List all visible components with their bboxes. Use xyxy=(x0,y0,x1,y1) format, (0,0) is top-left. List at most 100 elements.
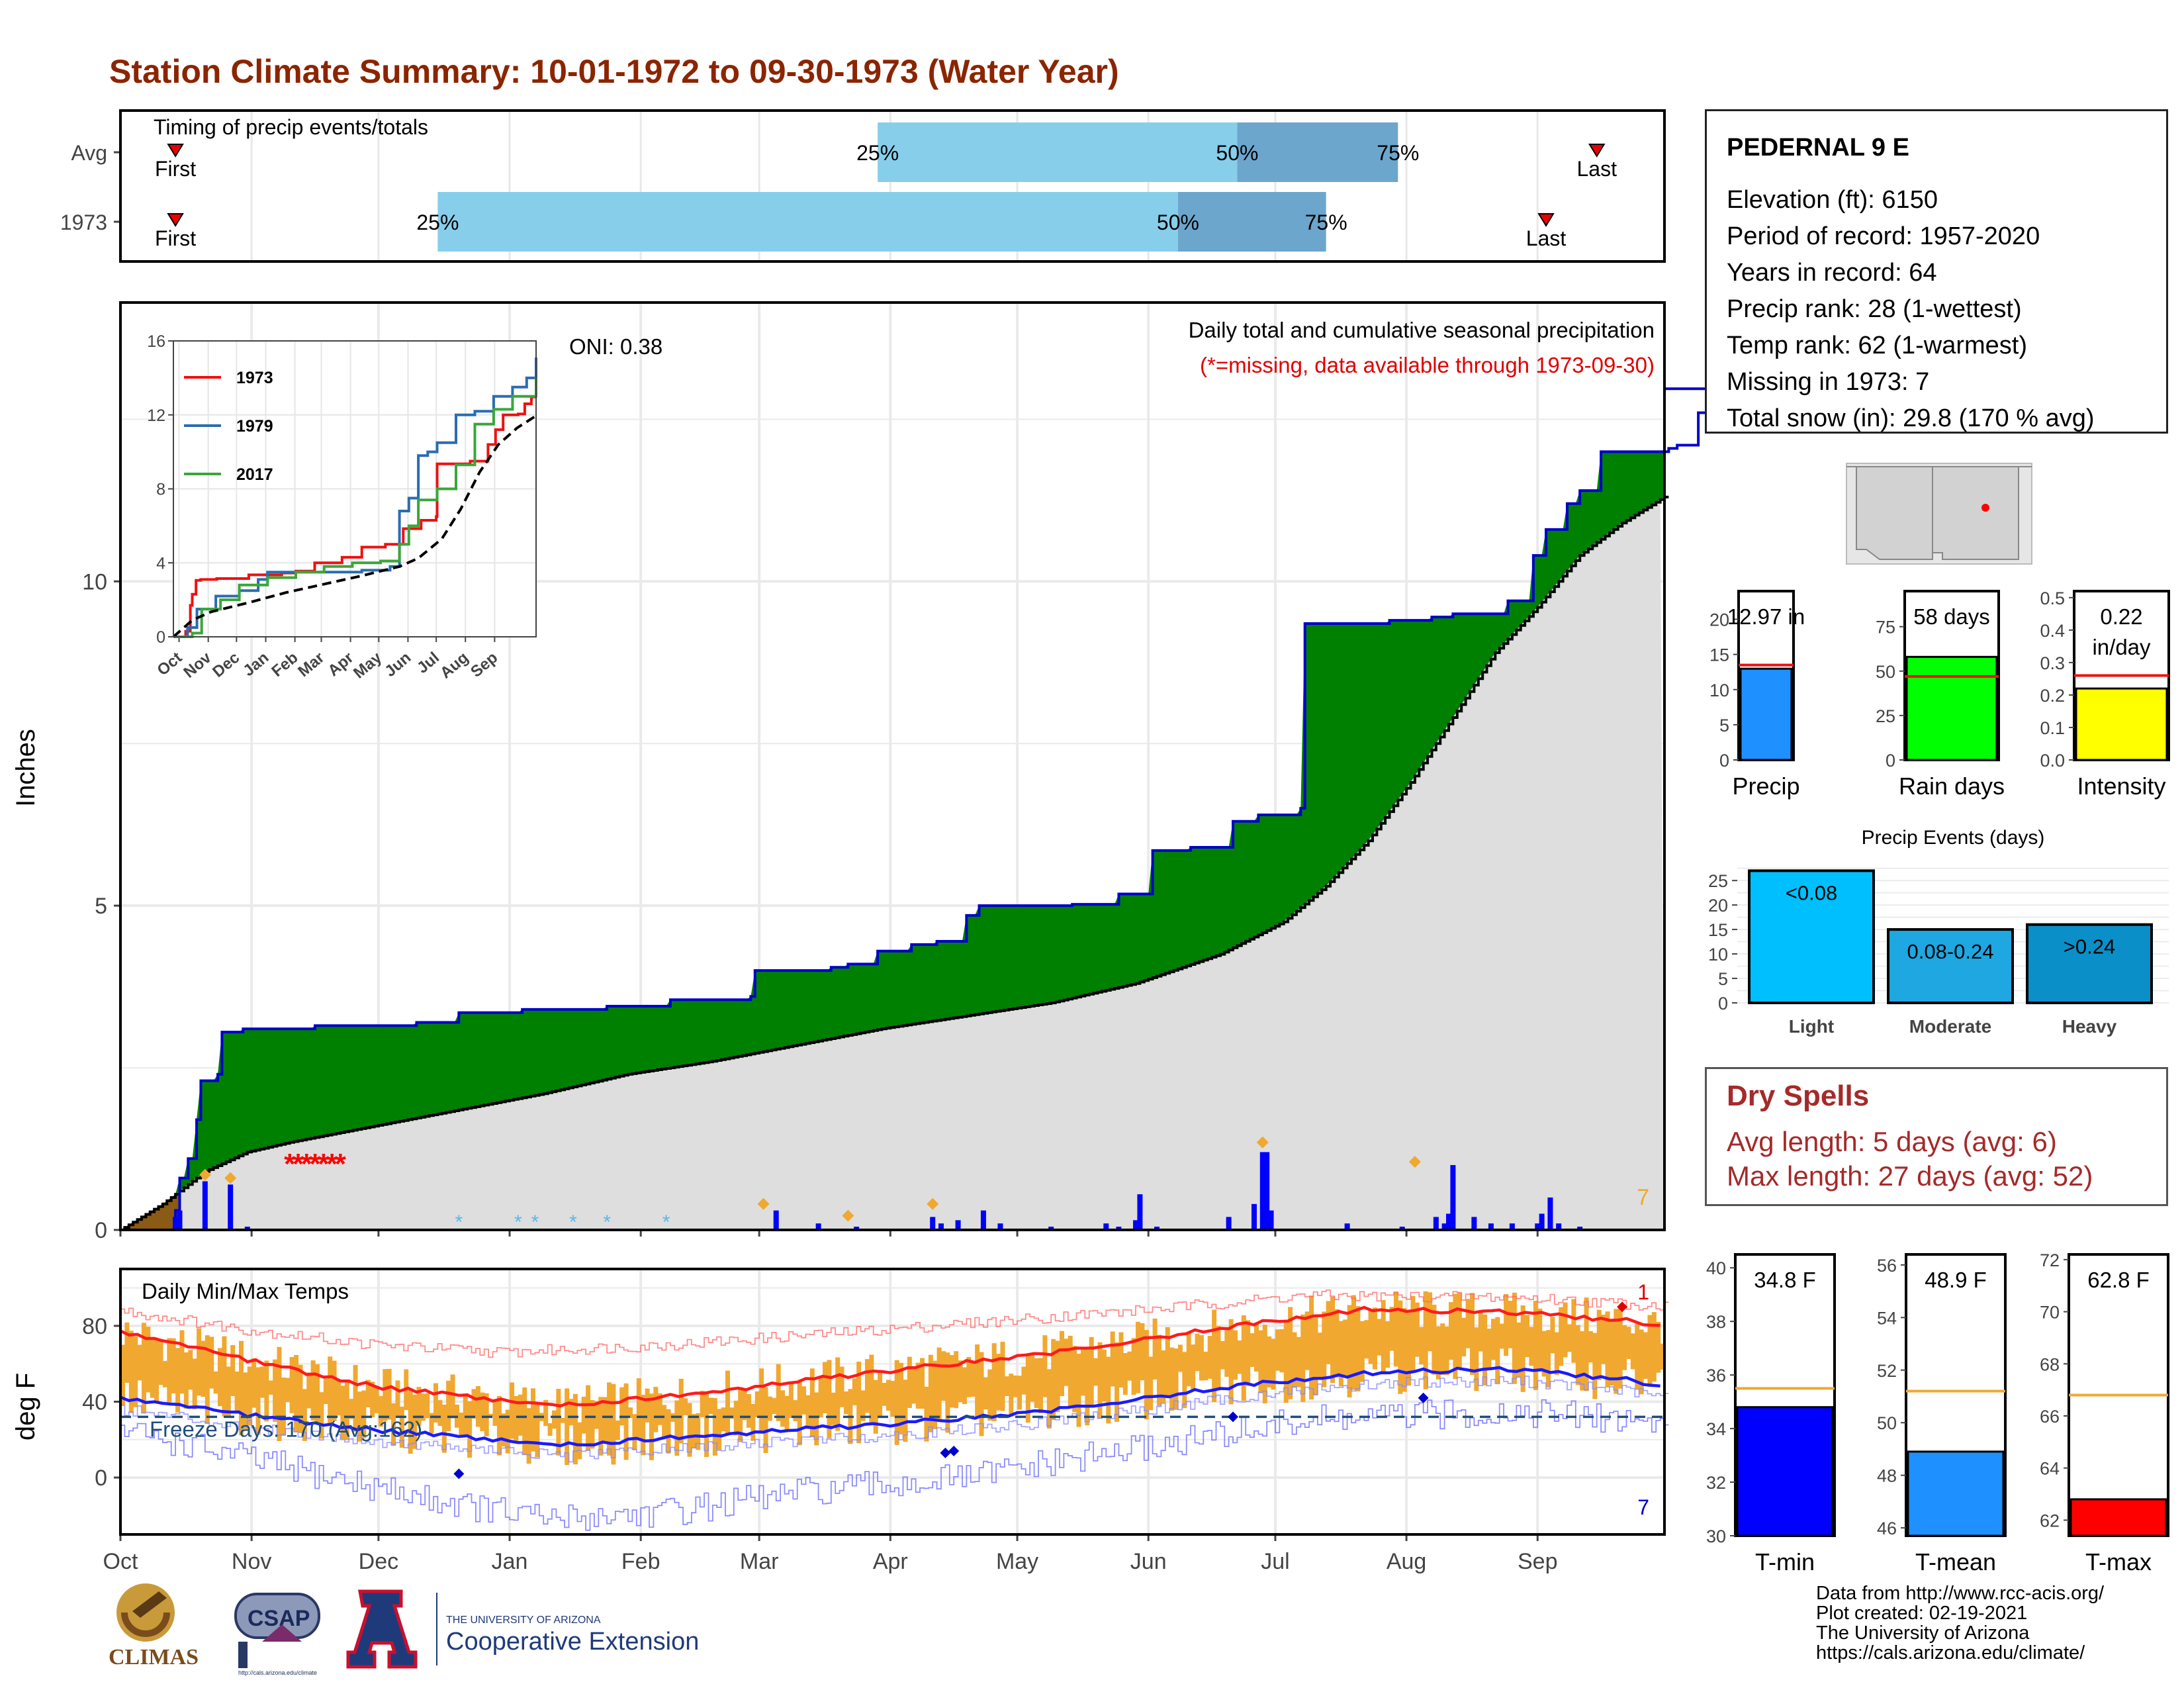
daily-temp-bar xyxy=(183,1352,189,1409)
daily-temp-bar xyxy=(1173,1348,1179,1410)
daily-temp-bar xyxy=(852,1378,857,1405)
daily-temp-bar xyxy=(636,1378,641,1440)
daily-temp-bar xyxy=(996,1354,1001,1411)
daily-temp-bar xyxy=(1567,1324,1572,1352)
first-event-marker xyxy=(167,144,184,158)
daily-temp-bar xyxy=(678,1378,684,1444)
daily-temp-bar xyxy=(788,1382,794,1419)
daily-temp-bar xyxy=(1656,1321,1661,1373)
daily-temp-bar xyxy=(1499,1323,1504,1349)
daily-temp-bar xyxy=(264,1360,269,1422)
daily-temp-bar xyxy=(1347,1305,1352,1398)
timeline-row-label: Avg xyxy=(71,141,107,165)
daily-temp-bar xyxy=(1614,1309,1619,1394)
first-event-label: First xyxy=(155,157,196,181)
mini-chart-category-label: Rain days xyxy=(1899,773,2005,800)
daily-temp-bar xyxy=(1504,1294,1509,1356)
daily-precip-bar xyxy=(1433,1217,1439,1230)
daily-temp-bar xyxy=(1575,1325,1580,1385)
daily-temp-bar xyxy=(501,1413,506,1447)
month-axis-label: May xyxy=(996,1549,1038,1574)
daily-temp-bar xyxy=(1004,1376,1009,1396)
daily-temp-bar xyxy=(1351,1295,1356,1390)
avg-max-temp-line xyxy=(120,1305,1661,1408)
mini-chart-value-label: 62.8 F xyxy=(2087,1268,2150,1292)
daily-temp-bar xyxy=(1161,1350,1166,1403)
daily-temp-bar xyxy=(864,1359,870,1413)
daily-precip-bar xyxy=(1264,1152,1270,1230)
map-new-mexico xyxy=(1932,466,2019,560)
daily-temp-bar xyxy=(543,1399,549,1427)
daily-temp-bar xyxy=(1469,1293,1475,1375)
daily-temp-bar xyxy=(433,1383,438,1423)
page-title: Station Climate Summary: 10-01-1972 to 0… xyxy=(109,53,1119,90)
record-min-line xyxy=(120,1399,1669,1531)
daily-temp-bar xyxy=(1275,1329,1280,1371)
month-axis-label: Oct xyxy=(103,1549,138,1574)
timeline-pct-label: 50% xyxy=(1216,141,1258,165)
daily-precip-bar xyxy=(1268,1210,1274,1230)
daily-temp-bar xyxy=(328,1356,333,1423)
daily-temp-bar xyxy=(467,1401,473,1458)
daily-temp-bar xyxy=(420,1393,426,1421)
daily-temp-bar xyxy=(1322,1311,1327,1387)
mini-chart-category-label: T-max xyxy=(2085,1548,2152,1575)
station-name: PEDERNAL 9 E xyxy=(1727,134,1909,162)
daily-temp-bar xyxy=(1085,1348,1090,1426)
daily-temp-bar xyxy=(383,1369,388,1421)
daily-temp-bar xyxy=(1013,1375,1018,1397)
daily-temp-bar xyxy=(602,1397,608,1442)
inset-legend-label: 1973 xyxy=(236,369,273,387)
daily-temp-bar xyxy=(277,1346,282,1442)
inset-ytick-label: 0 xyxy=(156,628,165,647)
daily-precip-bar xyxy=(228,1184,234,1230)
daily-temp-bar xyxy=(1580,1331,1585,1391)
credit-university: The University of Arizona xyxy=(1816,1622,2030,1644)
daily-precip-bar xyxy=(1450,1165,1456,1230)
daily-temp-bar xyxy=(1051,1338,1056,1420)
daily-temp-bar xyxy=(983,1377,988,1410)
mini-chart-ytick-label: 38 xyxy=(1706,1312,1726,1332)
daily-temp-bar xyxy=(1461,1317,1467,1357)
missing-day-marker: * xyxy=(326,1148,338,1180)
mini-chart-bar xyxy=(1905,655,1998,761)
daily-temp-bar xyxy=(1326,1301,1331,1364)
daily-temp-bar xyxy=(391,1403,396,1446)
ua-logo: THE UNIVERSITY OF ARIZONA Cooperative Ex… xyxy=(346,1589,699,1669)
mini-chart-ytick-label: 75 xyxy=(1876,618,1895,637)
freeze-days-label: Freeze Days: 170 (Avg:162) xyxy=(150,1417,422,1441)
daily-temp-bar xyxy=(1453,1293,1458,1380)
daily-temp-bar xyxy=(704,1391,709,1458)
precip-ytick-label: 5 xyxy=(95,894,107,919)
daily-precip-bar xyxy=(930,1217,936,1230)
record-low-marker xyxy=(948,1445,960,1456)
daily-temp-bar xyxy=(1457,1293,1462,1368)
daily-temp-bar xyxy=(1592,1333,1598,1399)
missing-day-marker: * xyxy=(293,1148,304,1180)
daily-temp-bar xyxy=(310,1360,316,1421)
daily-temp-bar xyxy=(1474,1327,1479,1391)
daily-temp-bar xyxy=(894,1360,899,1445)
mini-chart-value-label: 34.8 F xyxy=(1754,1268,1816,1292)
daily-temp-bar xyxy=(395,1380,400,1417)
daily-temp-bar xyxy=(255,1367,261,1435)
inset-series-1979 xyxy=(173,357,537,638)
daily-temp-bar xyxy=(1136,1321,1141,1393)
mini-chart-category-label: Intensity xyxy=(2077,773,2165,800)
daily-temp-bar xyxy=(1622,1325,1627,1370)
daily-temp-bar xyxy=(712,1397,717,1456)
daily-temp-bar xyxy=(353,1365,358,1432)
daily-temp-bar xyxy=(1520,1305,1525,1392)
daily-temp-bar xyxy=(1435,1326,1441,1380)
inset-chart: 0481216OctNovDecJanFebMarAprMayJunJulAug… xyxy=(147,332,537,682)
missing-count-tmax: 1 xyxy=(1637,1280,1649,1304)
last-event-label: Last xyxy=(1576,157,1617,181)
daily-temp-bar xyxy=(1309,1295,1314,1400)
daily-temp-bar xyxy=(560,1417,565,1423)
daily-precip-bar xyxy=(1154,1227,1160,1230)
month-axis-label: Feb xyxy=(621,1549,660,1574)
daily-temp-bar xyxy=(171,1338,176,1393)
inset-series-2017 xyxy=(173,377,537,638)
daily-temp-bar xyxy=(687,1403,692,1457)
dry-spells-avg: Avg length: 5 days (avg: 6) xyxy=(1727,1126,2057,1157)
